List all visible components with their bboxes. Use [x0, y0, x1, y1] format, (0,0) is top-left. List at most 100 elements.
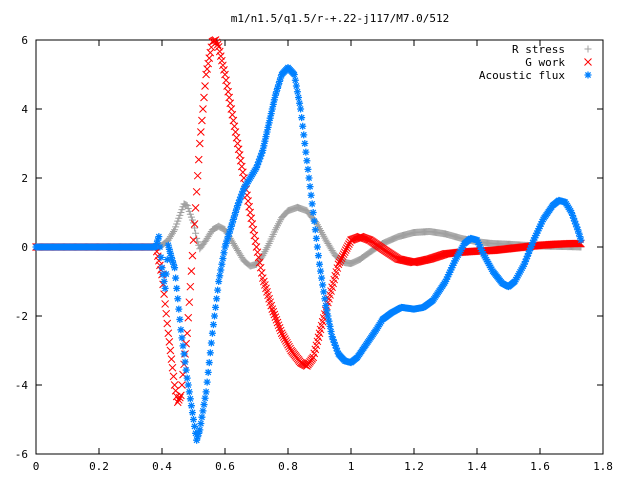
data-point [271, 91, 279, 99]
data-point [161, 300, 170, 308]
data-point [170, 260, 178, 268]
data-point [309, 209, 317, 216]
data-point [216, 272, 224, 280]
data-point [228, 219, 236, 227]
data-point [330, 338, 338, 346]
data-point [301, 140, 309, 147]
data-point [324, 312, 332, 320]
data-point [272, 315, 281, 324]
data-point [219, 61, 227, 70]
data-point [343, 242, 352, 250]
data-point [188, 251, 197, 260]
data-point [442, 278, 449, 285]
data-point [261, 137, 269, 145]
data-point [178, 381, 186, 389]
data-point [284, 340, 292, 349]
data-point [187, 267, 196, 276]
data-point [575, 229, 583, 237]
data-point [314, 252, 322, 260]
x-tick-label: 1.6 [530, 460, 550, 473]
data-point [297, 105, 305, 113]
data-point [188, 409, 196, 417]
data-point [198, 116, 206, 125]
data-point [257, 152, 265, 160]
data-point [312, 234, 320, 242]
data-point [272, 88, 280, 96]
data-point [311, 226, 319, 234]
data-point [274, 84, 281, 92]
data-point [232, 209, 239, 216]
data-point [155, 233, 163, 241]
data-point [183, 202, 191, 210]
data-point [254, 161, 262, 169]
data-point [190, 220, 199, 228]
data-point [259, 146, 267, 154]
data-point [182, 366, 190, 374]
data-point [177, 391, 185, 400]
data-point [342, 244, 351, 253]
data-point [310, 217, 318, 225]
data-point [206, 349, 214, 357]
data-point [212, 38, 221, 47]
data-point [175, 305, 183, 313]
data-point [199, 105, 207, 113]
data-point [192, 229, 200, 237]
data-point [292, 82, 300, 90]
y-tick-label: 2 [21, 172, 28, 185]
data-point [269, 307, 278, 316]
data-point [529, 239, 537, 247]
data-point [166, 249, 174, 257]
data-point [320, 288, 328, 296]
data-point [339, 250, 348, 259]
data-point [445, 271, 453, 279]
data-point [190, 416, 197, 423]
data-point [277, 74, 285, 82]
data-point [158, 264, 166, 272]
data-point [171, 264, 179, 272]
data-point [321, 295, 329, 303]
data-point [179, 342, 187, 350]
data-point [305, 174, 313, 182]
data-point [215, 278, 223, 285]
data-point [572, 220, 580, 228]
data-point [532, 232, 540, 239]
chart-title: m1/n1.5/q1.5/r-+.22-j117/M7.0/512 [231, 12, 450, 25]
data-point [331, 341, 339, 349]
data-point [473, 236, 481, 244]
data-point [236, 196, 244, 204]
data-point [200, 93, 208, 102]
data-point [524, 250, 532, 258]
data-point [191, 422, 199, 430]
data-point [204, 368, 212, 376]
data-point [229, 215, 237, 223]
data-point [212, 303, 220, 311]
data-point [573, 223, 581, 231]
data-point [535, 225, 543, 233]
data-point [274, 321, 283, 330]
data-point [233, 205, 241, 213]
data-point [202, 388, 210, 396]
data-point [253, 164, 260, 172]
data-point [167, 355, 176, 363]
data-point [178, 334, 186, 342]
data-point [186, 282, 195, 291]
data-point [218, 260, 226, 268]
data-point [267, 110, 275, 118]
data-point [278, 331, 287, 340]
data-point [533, 229, 541, 237]
data-point [168, 363, 177, 372]
data-point [270, 96, 278, 104]
legend-marker [584, 58, 592, 66]
data-point [161, 284, 169, 292]
data-point [523, 252, 531, 260]
data-point [185, 207, 193, 215]
data-point [276, 77, 284, 85]
data-point [477, 245, 485, 253]
data-point [216, 52, 225, 60]
data-point [303, 157, 311, 165]
data-point [186, 395, 194, 403]
data-point [521, 258, 529, 266]
data-point [273, 318, 282, 327]
data-point [266, 114, 274, 122]
